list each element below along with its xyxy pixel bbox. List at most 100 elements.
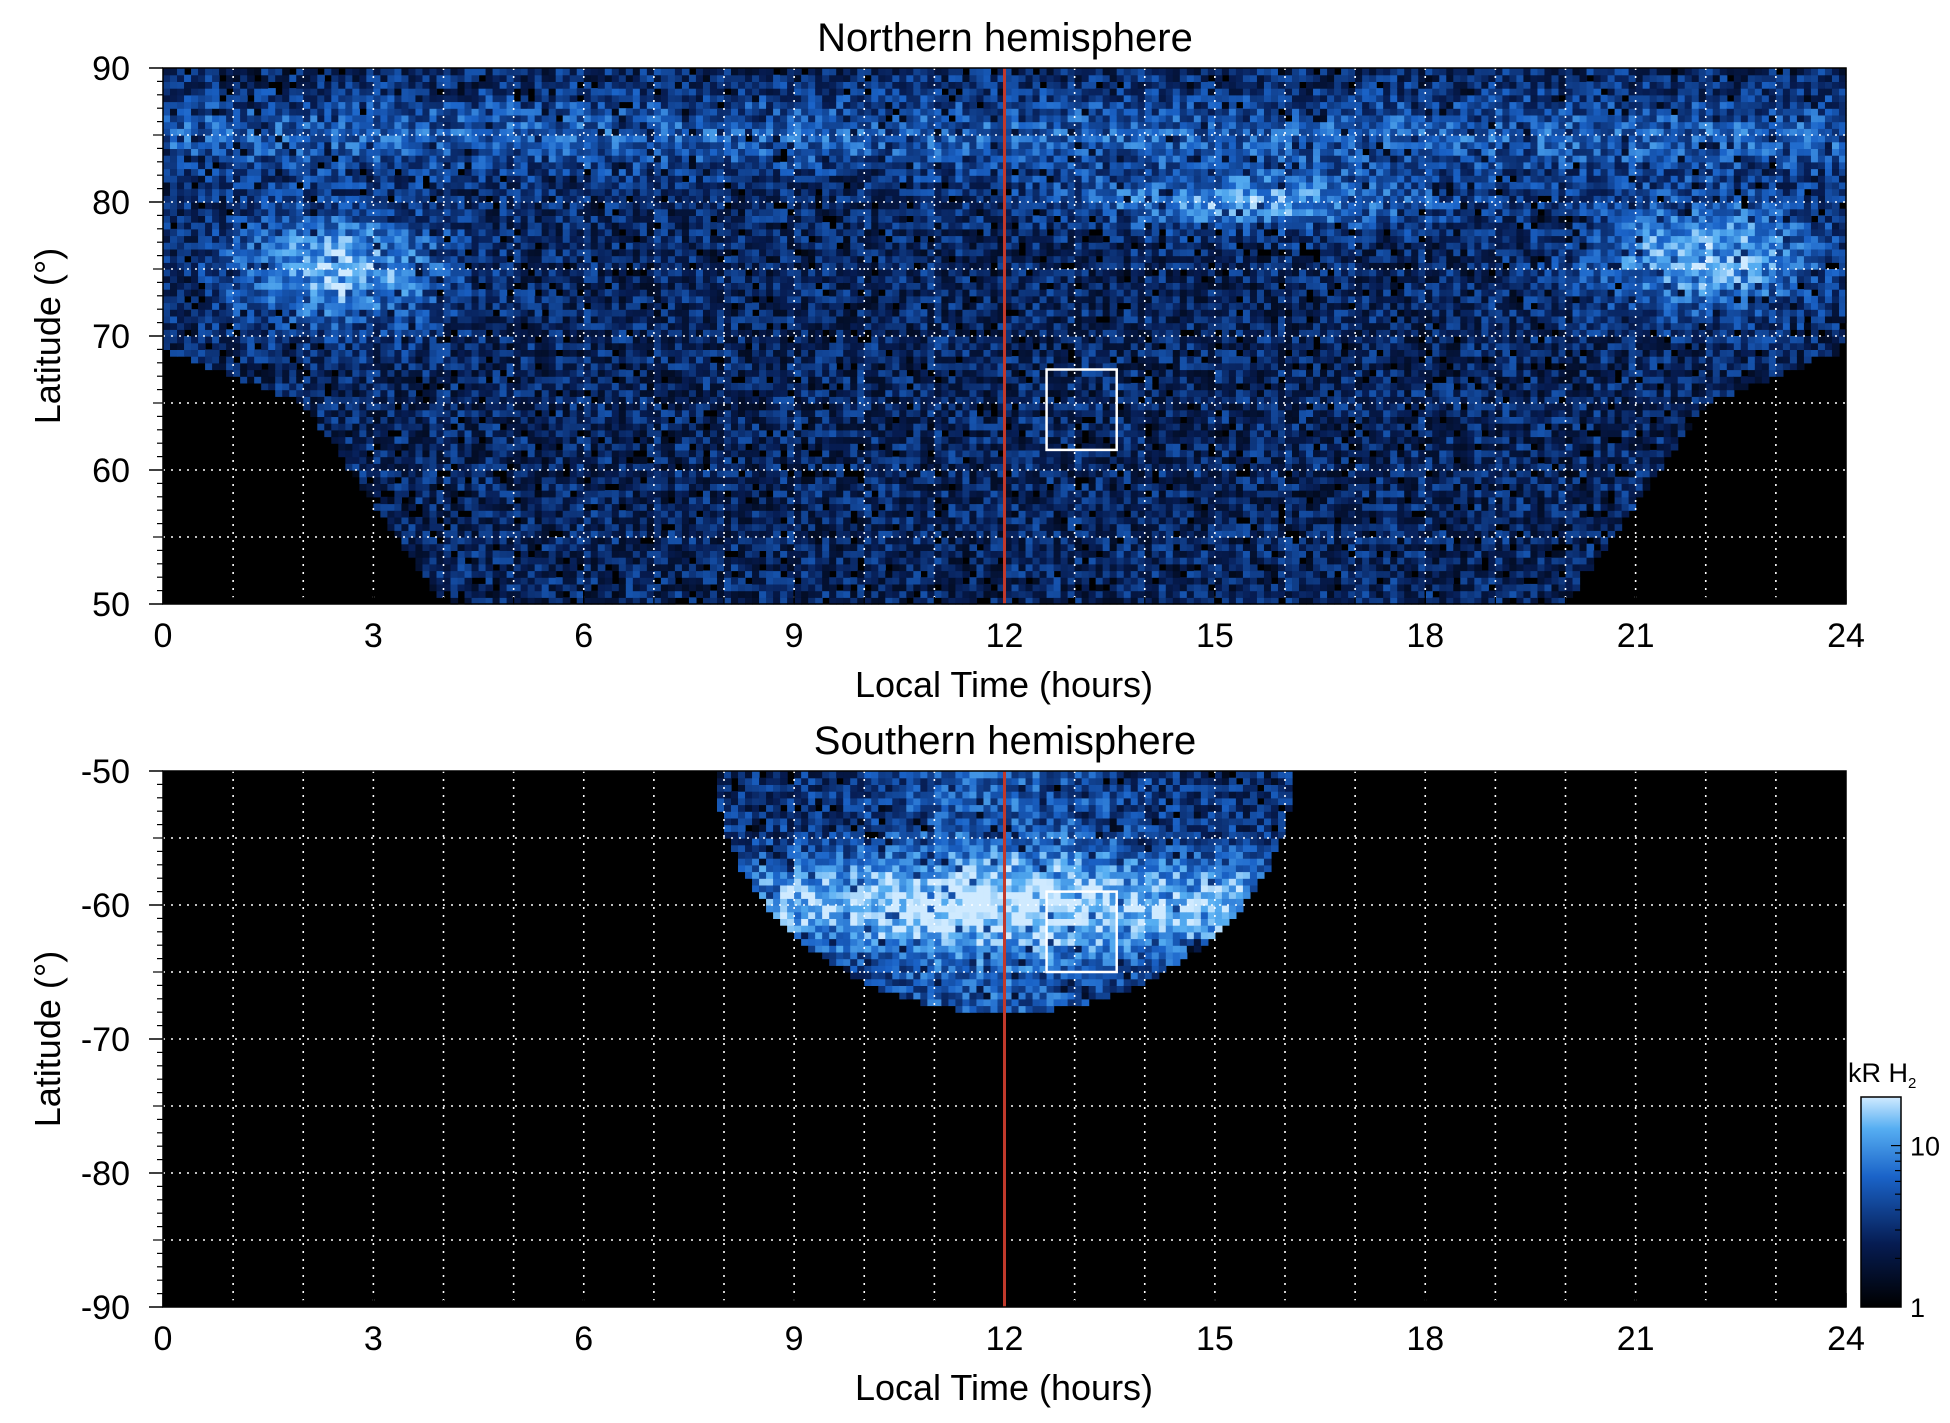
heatmap-cell [275, 228, 283, 237]
heatmap-cell [352, 389, 360, 397]
heatmap-cell [618, 476, 627, 484]
heatmap-cell [492, 557, 501, 565]
heatmap-cell [597, 248, 606, 257]
heatmap-cell [380, 436, 388, 444]
heatmap-cell [282, 202, 290, 210]
heatmap-cell [541, 356, 550, 364]
heatmap-cell [401, 523, 410, 531]
heatmap-cell [674, 282, 683, 290]
heatmap-cell [303, 342, 311, 350]
heatmap-cell [464, 577, 473, 585]
heatmap-cell [247, 302, 255, 310]
heatmap-cell [625, 68, 634, 76]
heatmap-cell [569, 228, 578, 237]
heatmap-cell [667, 161, 676, 170]
heatmap-cell [373, 436, 381, 444]
heatmap-cell [541, 322, 550, 330]
heatmap-cell [324, 342, 332, 350]
heatmap-cell [457, 443, 466, 451]
heatmap-cell [555, 202, 564, 210]
heatmap-cell [674, 275, 683, 283]
heatmap-cell [338, 215, 346, 223]
heatmap-cell [681, 181, 690, 190]
heatmap-cell [590, 309, 599, 317]
heatmap-cell [380, 195, 388, 203]
heatmap-cell [380, 148, 388, 156]
heatmap-cell [499, 510, 508, 518]
heatmap-cell [401, 269, 410, 277]
heatmap-cell [555, 282, 564, 290]
heatmap-cell [296, 175, 304, 183]
heatmap-cell [548, 382, 557, 391]
heatmap-cell [702, 275, 711, 283]
heatmap-cell [436, 269, 445, 277]
heatmap-cell [331, 275, 339, 283]
heatmap-cell [436, 456, 445, 464]
heatmap-cell [394, 369, 403, 377]
heatmap-cell [471, 141, 480, 149]
heatmap-cell [415, 523, 424, 531]
heatmap-cell [555, 563, 564, 572]
heatmap-cell [590, 557, 599, 565]
heatmap-cell [170, 289, 178, 297]
heatmap-cell [520, 577, 529, 585]
heatmap-cell [604, 356, 613, 364]
heatmap-cell [261, 74, 269, 82]
heatmap-cell [674, 423, 683, 431]
heatmap-cell [499, 255, 508, 263]
heatmap-cell [184, 161, 192, 170]
heatmap-cell [296, 389, 304, 397]
heatmap-cell [408, 148, 417, 156]
heatmap-cell [604, 68, 613, 76]
heatmap-cell [541, 208, 550, 216]
heatmap-cell [471, 175, 480, 183]
heatmap-cell [366, 429, 374, 438]
heatmap-cell [506, 202, 515, 210]
heatmap-cell [688, 449, 697, 458]
heatmap-cell [681, 356, 690, 364]
heatmap-cell [373, 175, 381, 183]
heatmap-cell [191, 88, 199, 96]
heatmap-cell [282, 228, 290, 237]
heatmap-cell [415, 537, 424, 545]
heatmap-cell [485, 423, 494, 431]
heatmap-cell [471, 537, 480, 545]
heatmap-cell [233, 121, 241, 129]
heatmap-cell [513, 537, 522, 545]
heatmap-cell [296, 228, 304, 237]
heatmap-cell [513, 141, 522, 149]
heatmap-cell [653, 208, 662, 216]
heatmap-cell [289, 128, 297, 136]
heatmap-cell [338, 309, 346, 317]
heatmap-cell [359, 275, 367, 283]
heatmap-cell [674, 356, 683, 364]
heatmap-cell [597, 349, 606, 357]
heatmap-cell [233, 342, 241, 350]
heatmap-cell [660, 222, 669, 230]
heatmap-cell [499, 496, 508, 505]
heatmap-cell [688, 81, 697, 89]
heatmap-cell [625, 537, 634, 545]
heatmap-cell [170, 88, 178, 96]
heatmap-cell [436, 235, 445, 243]
heatmap-cell [485, 403, 494, 411]
heatmap-cell [429, 108, 438, 116]
heatmap-cell [345, 141, 353, 149]
heatmap-cell [191, 195, 199, 203]
heatmap-cell [485, 215, 494, 223]
heatmap-cell [380, 389, 388, 397]
heatmap-cell [408, 235, 417, 243]
heatmap-cell [611, 396, 620, 404]
heatmap-cell [387, 282, 396, 290]
heatmap-cell [331, 289, 339, 297]
heatmap-cell [254, 336, 262, 344]
heatmap-cell [499, 81, 508, 89]
heatmap-cell [548, 342, 557, 350]
heatmap-cell [478, 141, 487, 149]
heatmap-cell [485, 590, 494, 598]
heatmap-cell [233, 235, 241, 243]
heatmap-cell [639, 168, 648, 176]
heatmap-cell [548, 275, 557, 283]
heatmap-cell [436, 175, 445, 183]
heatmap-cell [289, 275, 297, 283]
